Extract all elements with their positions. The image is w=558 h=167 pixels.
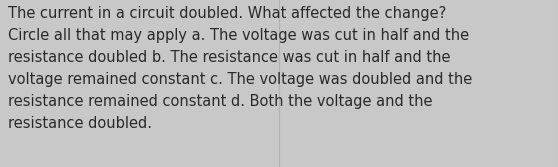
Text: The current in a circuit doubled. What affected the change?
Circle all that may : The current in a circuit doubled. What a…	[8, 6, 472, 131]
